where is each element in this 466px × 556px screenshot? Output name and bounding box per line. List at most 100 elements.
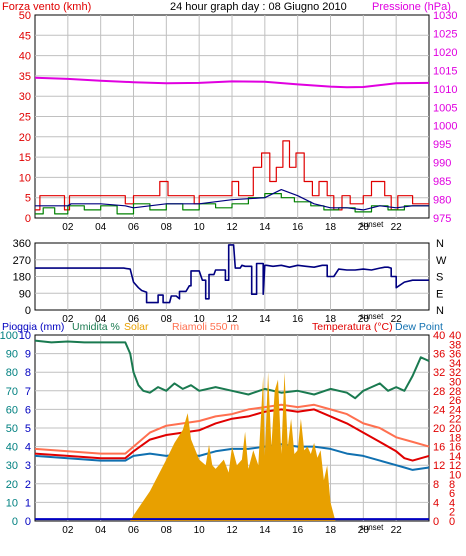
y-left-tick-label: 0 (25, 305, 31, 317)
y-left-tick-label: 100 (0, 330, 18, 342)
y-left-tick-label: 5 (25, 193, 31, 205)
x-tick-label: 14 (259, 222, 271, 233)
x-tick-label: 10 (194, 525, 206, 536)
x-tick-label: 10 (194, 222, 206, 233)
station-label: Riamoli 550 m (172, 321, 239, 333)
y-right-tick-label: 975 (433, 213, 451, 225)
average-line (35, 193, 429, 215)
y-temp-tick-label: 20 (433, 423, 445, 435)
y-temp-tick-label: 36 (433, 349, 445, 361)
y-temp-tick-label: 16 (433, 442, 445, 454)
direction-line (35, 244, 429, 304)
x-tick-label: 22 (391, 222, 403, 233)
y-temp-tick-label: 0 (433, 516, 439, 528)
y-left-tick-label: 30 (19, 91, 31, 103)
y-right-tick-label: 18 (449, 432, 461, 444)
dark-line (35, 189, 429, 211)
x-tick-label: 04 (95, 314, 107, 325)
y-temp-tick-label: 4 (433, 497, 439, 509)
x-tick-label: 20 (358, 222, 370, 233)
y-left-tick-label: 45 (19, 30, 31, 42)
temperature-line (34, 408, 430, 462)
y-right-tick-label: 0 (449, 516, 455, 528)
x-tick-label: 18 (325, 525, 337, 536)
y-temp-tick-label: 24 (433, 404, 445, 416)
y-rain-tick-label: 6 (25, 404, 31, 416)
y-right-tick-label: 1025 (433, 28, 457, 40)
wind-panel-grid (35, 15, 429, 218)
y-left-tick-label: 40 (19, 51, 31, 63)
y-right-tick-label: 34 (449, 358, 461, 370)
y-left-tick-label: 40 (6, 442, 18, 454)
chart-title: 24 hour graph day : 08 Giugno 2010 (170, 1, 347, 13)
y-left-tick-label: 270 (13, 255, 31, 267)
y-right-tick-label: 1020 (433, 47, 457, 59)
gust-line (35, 140, 429, 211)
y-temp-tick-label: 8 (433, 479, 439, 491)
y-right-tick-label: S (436, 272, 443, 284)
dewpoint-label: Dew Point (395, 321, 443, 333)
y-temp-tick-label: 32 (433, 367, 445, 379)
x-tick-label: 22 (391, 314, 403, 325)
y-right-tick-label: 8 (449, 479, 455, 491)
y-temp-tick-label: 12 (433, 460, 445, 472)
y-left-tick-label: 90 (19, 288, 31, 300)
pressure-axis-title: Pressione (hPa) (372, 1, 451, 13)
pressure-line (34, 76, 430, 89)
y-left-tick-label: 30 (6, 460, 18, 472)
x-tick-label: 08 (161, 314, 173, 325)
wind-panel-axes: 02 04 06 08 10 12 14 16 18 20 22sunset051015202530… (19, 10, 458, 233)
x-tick-label: 08 (161, 222, 173, 233)
x-tick-label: 06 (128, 314, 140, 325)
y-rain-tick-label: 0 (25, 516, 31, 528)
y-left-tick-label: 360 (13, 238, 31, 250)
x-tick-label: 22 (391, 525, 403, 536)
rain-label: Pioggia (mm) (2, 321, 64, 333)
dewpoint-line (34, 443, 430, 471)
x-tick-label: 14 (259, 314, 271, 325)
x-tick-label: 18 (325, 222, 337, 233)
direction-panel-axes: 02 04 06 08 10 12 14 16 18 20 22 sunset 0 90 180 270 360… (13, 238, 447, 325)
y-rain-tick-label: 10 (19, 330, 31, 342)
y-right-tick-label: 1000 (433, 121, 457, 133)
y-left-tick-label: 0 (25, 213, 31, 225)
y-right-tick-label: 20 (449, 423, 461, 435)
x-tick-label: 20 (358, 525, 370, 536)
y-rain-tick-label: 2 (25, 479, 31, 491)
y-left-tick-label: 35 (19, 71, 31, 83)
y-right-tick-label: 995 (433, 139, 451, 151)
y-right-tick-label: N (436, 238, 444, 250)
y-right-tick-label: 1005 (433, 102, 457, 114)
y-left-tick-label: 70 (6, 386, 18, 398)
y-rain-tick-label: 1 (25, 497, 31, 509)
y-left-tick-label: 90 (6, 349, 18, 361)
x-tick-label: 02 (62, 314, 74, 325)
y-left-tick-label: 15 (19, 152, 31, 164)
y-right-tick-label: 12 (449, 460, 461, 472)
y-right-tick-label: 10 (449, 470, 461, 482)
y-left-tick-label: 10 (19, 172, 31, 184)
y-right-tick-label: 4 (449, 497, 455, 509)
x-tick-label: 16 (292, 222, 304, 233)
y-right-tick-label: 6 (449, 488, 455, 500)
x-tick-label: 12 (226, 222, 238, 233)
direction-panel-grid (35, 243, 429, 310)
x-tick-label: 20 (358, 314, 370, 325)
y-right-tick-label: 985 (433, 176, 451, 188)
y-right-tick-label: 40 (449, 330, 461, 342)
y-left-tick-label: 0 (12, 516, 18, 528)
y-rain-tick-label: 5 (25, 423, 31, 435)
y-rain-tick-label: 7 (25, 386, 31, 398)
y-left-tick-label: 25 (19, 112, 31, 124)
x-tick-label: 04 (95, 222, 107, 233)
y-right-tick-label: 1030 (433, 10, 457, 22)
y-right-tick-label: 1015 (433, 65, 457, 77)
y-right-tick-label: 980 (433, 195, 451, 207)
y-left-tick-label: 50 (6, 423, 18, 435)
y-left-tick-label: 80 (6, 367, 18, 379)
y-right-tick-label: 22 (449, 414, 461, 426)
humidity-line (34, 339, 430, 400)
wind-axis-title: Forza vento (kmh) (2, 1, 91, 13)
x-tick-label: 12 (226, 525, 238, 536)
x-tick-label: 16 (292, 314, 304, 325)
